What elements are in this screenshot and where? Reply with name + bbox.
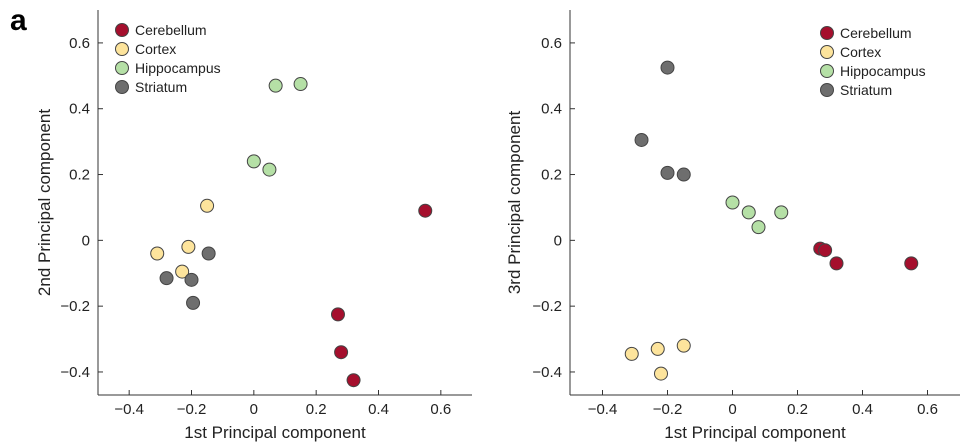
- legend-marker-striatum: [115, 80, 129, 94]
- y-tick-label: −0.4: [532, 364, 562, 381]
- y-tick-label: 0.4: [541, 101, 562, 118]
- y-tick-label: 0.6: [541, 35, 562, 52]
- data-point-cerebellum: [418, 203, 433, 218]
- x-tick-label: 0: [250, 401, 258, 418]
- data-point-cortex: [650, 341, 665, 356]
- y-tick-label: −0.2: [60, 298, 90, 315]
- data-point-cortex: [150, 246, 165, 261]
- data-point-hippocampus: [725, 195, 740, 210]
- x-tick-label: −0.2: [653, 401, 683, 418]
- y-tick-label: 0.6: [69, 35, 90, 52]
- data-point-striatum: [634, 132, 649, 147]
- data-point-cortex: [676, 338, 691, 353]
- x-axis-title: 1st Principal component: [184, 423, 366, 442]
- data-point-cerebellum: [904, 256, 919, 271]
- x-tick-label: −0.4: [588, 401, 618, 418]
- legend-marker-cortex: [115, 42, 129, 56]
- y-tick-label: 0.4: [69, 101, 90, 118]
- data-point-striatum: [660, 165, 675, 180]
- y-tick-label: 0.2: [69, 167, 90, 184]
- legend-marker-cerebellum: [820, 26, 834, 40]
- legend-label-striatum: Striatum: [135, 79, 187, 95]
- data-point-striatum: [184, 272, 199, 287]
- data-point-cortex: [175, 264, 190, 279]
- x-tick-label: 0.4: [368, 401, 389, 418]
- data-point-hippocampus: [268, 78, 283, 93]
- legend-label-cortex: Cortex: [135, 41, 176, 57]
- data-point-cerebellum: [330, 307, 345, 322]
- legend-label-cerebellum: Cerebellum: [135, 22, 207, 38]
- legend-marker-cortex: [820, 45, 834, 59]
- data-point-striatum: [660, 60, 675, 75]
- legend-label-cerebellum: Cerebellum: [840, 25, 912, 41]
- figure-panel-label: a: [10, 4, 27, 37]
- x-tick-label: −0.2: [177, 401, 207, 418]
- legend-label-hippocampus: Hippocampus: [135, 60, 221, 76]
- data-point-cerebellum: [346, 373, 361, 388]
- x-tick-label: 0.2: [787, 401, 808, 418]
- y-axis-title: 2nd Principal component: [35, 109, 54, 296]
- x-tick-label: −0.4: [114, 401, 144, 418]
- legend-label-hippocampus: Hippocampus: [840, 63, 926, 79]
- data-point-striatum: [159, 271, 174, 286]
- data-point-hippocampus: [751, 220, 766, 235]
- legend-label-striatum: Striatum: [840, 82, 892, 98]
- data-point-cortex: [200, 198, 215, 213]
- x-tick-label: 0.2: [306, 401, 327, 418]
- legend-label-cortex: Cortex: [840, 44, 881, 60]
- scatter-chart-pc1-pc3: −0.4 −0.2 0 0.2 0.4 0.6 −0.4 −0.2 0 0.2 0.4 0.6 1st …: [505, 10, 960, 442]
- y-axis-title: 3rd Principal component: [505, 111, 524, 295]
- data-point-cortex: [654, 366, 668, 381]
- data-point-cortex: [624, 346, 639, 361]
- data-point-hippocampus: [246, 154, 261, 169]
- legend-marker-hippocampus: [115, 61, 129, 75]
- data-point-cerebellum: [818, 243, 833, 258]
- scatter-chart-pc1-pc2: −0.4 −0.2 0 0.2 0.4 0.6 −0.4 −0.2 0 0.2 0.4 0.6 1st …: [35, 10, 472, 442]
- x-axis-title: 1st Principal component: [664, 423, 846, 442]
- data-point-hippocampus: [741, 205, 756, 220]
- data-point-hippocampus: [262, 162, 277, 177]
- legend-marker-cerebellum: [115, 23, 129, 37]
- data-point-cerebellum: [334, 345, 349, 360]
- legend-marker-hippocampus: [820, 64, 834, 78]
- y-tick-label: −0.4: [60, 364, 90, 381]
- data-point-cortex: [181, 239, 196, 254]
- y-tick-label: 0: [82, 232, 90, 249]
- x-tick-label: 0.6: [430, 401, 451, 418]
- y-tick-label: 0: [554, 232, 562, 249]
- data-point-cerebellum: [829, 256, 844, 271]
- y-tick-label: 0.2: [541, 167, 562, 184]
- data-point-hippocampus: [293, 77, 308, 92]
- x-tick-label: 0: [728, 401, 736, 418]
- data-point-striatum: [201, 246, 216, 261]
- x-tick-label: 0.4: [852, 401, 873, 418]
- data-point-striatum: [186, 295, 201, 310]
- data-point-striatum: [676, 167, 691, 182]
- data-point-hippocampus: [774, 205, 789, 220]
- legend-marker-striatum: [820, 83, 834, 97]
- y-tick-label: −0.2: [532, 298, 562, 315]
- x-tick-label: 0.6: [917, 401, 938, 418]
